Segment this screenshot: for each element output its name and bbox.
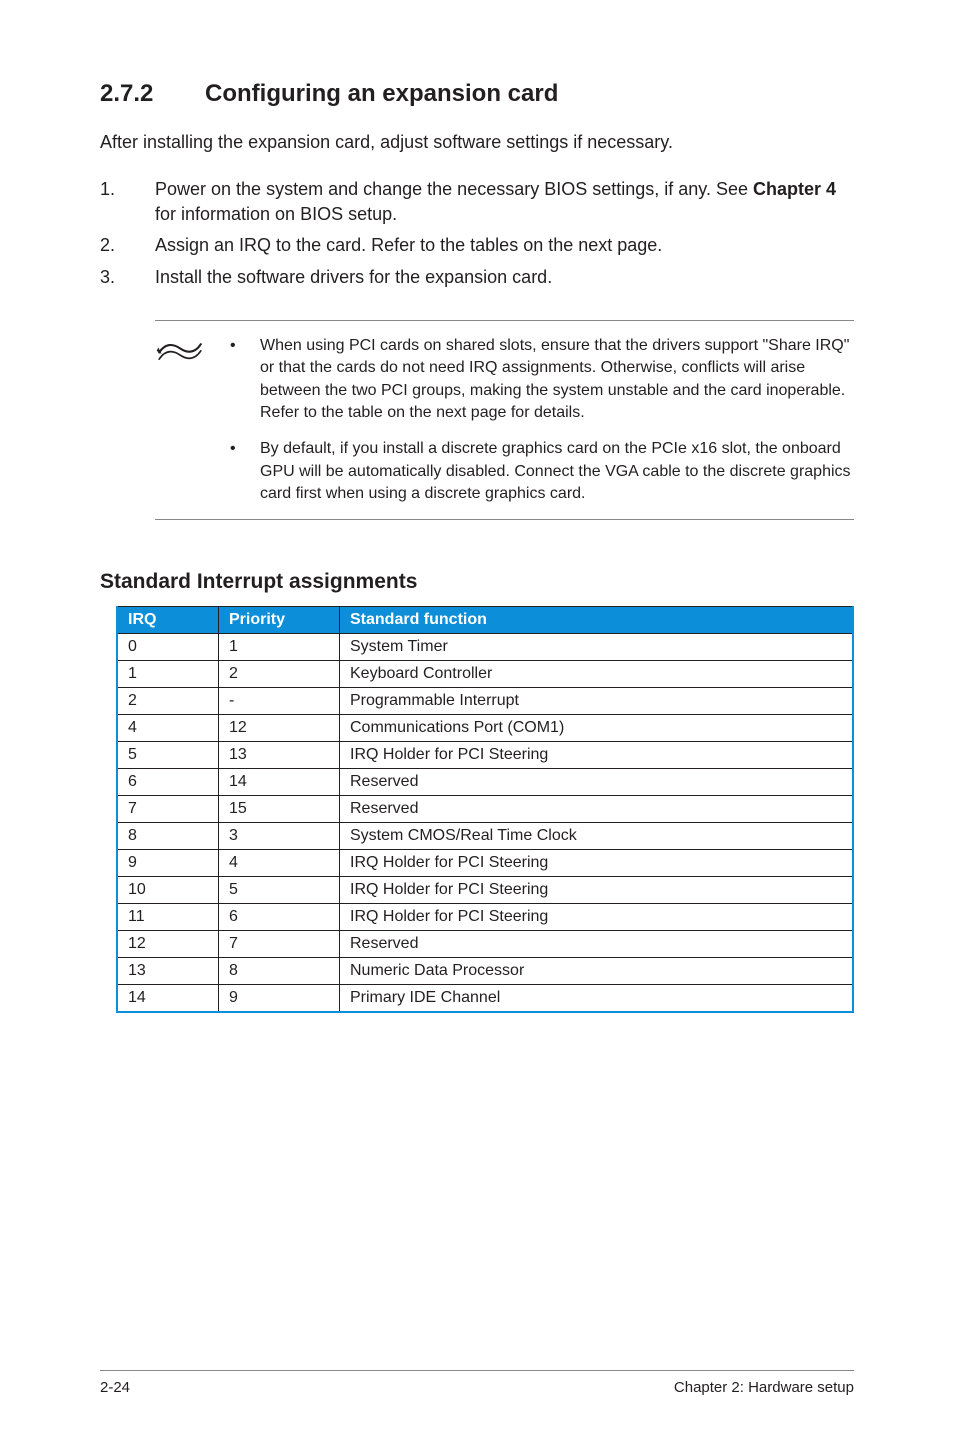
table-cell: 6	[117, 769, 219, 796]
bullet-icon: •	[230, 438, 260, 505]
step-number: 1.	[100, 177, 155, 227]
table-header-cell: Standard function	[340, 607, 854, 634]
table-cell: IRQ Holder for PCI Steering	[340, 877, 854, 904]
table-row: 83System CMOS/Real Time Clock	[117, 823, 853, 850]
table-cell: Reserved	[340, 931, 854, 958]
table-row: 412Communications Port (COM1)	[117, 715, 853, 742]
table-cell: 9	[219, 985, 340, 1013]
table-cell: 14	[219, 769, 340, 796]
table-row: 513IRQ Holder for PCI Steering	[117, 742, 853, 769]
table-cell: 7	[219, 931, 340, 958]
table-cell: Reserved	[340, 769, 854, 796]
step-text: Power on the system and change the neces…	[155, 177, 854, 227]
step-number: 2.	[100, 233, 155, 258]
table-row: 149Primary IDE Channel	[117, 985, 853, 1013]
table-header-cell: Priority	[219, 607, 340, 634]
table-cell: 12	[219, 715, 340, 742]
step-number: 3.	[100, 265, 155, 290]
section-title: Configuring an expansion card	[205, 80, 558, 108]
table-row: 94IRQ Holder for PCI Steering	[117, 850, 853, 877]
table-cell: 1	[219, 634, 340, 661]
table-body: 01System Timer12Keyboard Controller2-Pro…	[117, 634, 853, 1013]
table-row: 614Reserved	[117, 769, 853, 796]
table-cell: 14	[117, 985, 219, 1013]
table-cell: Reserved	[340, 796, 854, 823]
table-row: 01System Timer	[117, 634, 853, 661]
note-item: • When using PCI cards on shared slots, …	[230, 335, 854, 425]
table-cell: 6	[219, 904, 340, 931]
table-cell: 0	[117, 634, 219, 661]
table-cell: 11	[117, 904, 219, 931]
table-cell: IRQ Holder for PCI Steering	[340, 742, 854, 769]
note-text: When using PCI cards on shared slots, en…	[260, 335, 854, 425]
table-row: 2-Programmable Interrupt	[117, 688, 853, 715]
table-header-cell: IRQ	[117, 607, 219, 634]
table-row: 116IRQ Holder for PCI Steering	[117, 904, 853, 931]
table-row: 12Keyboard Controller	[117, 661, 853, 688]
table-cell: Keyboard Controller	[340, 661, 854, 688]
table-cell: 5	[117, 742, 219, 769]
bullet-icon: •	[230, 335, 260, 425]
table-cell: 12	[117, 931, 219, 958]
table-cell: 5	[219, 877, 340, 904]
table-cell: IRQ Holder for PCI Steering	[340, 850, 854, 877]
page-footer: 2-24 Chapter 2: Hardware setup	[100, 1370, 854, 1396]
table-cell: System Timer	[340, 634, 854, 661]
note-box: • When using PCI cards on shared slots, …	[155, 320, 854, 521]
table-heading: Standard Interrupt assignments	[100, 570, 854, 594]
table-row: 127Reserved	[117, 931, 853, 958]
table-cell: -	[219, 688, 340, 715]
intro-paragraph: After installing the expansion card, adj…	[100, 132, 854, 153]
step-text: Install the software drivers for the exp…	[155, 265, 552, 290]
table-cell: 2	[117, 688, 219, 715]
footer-page-number: 2-24	[100, 1379, 130, 1396]
steps-list: 1. Power on the system and change the ne…	[100, 177, 854, 290]
step-item: 1. Power on the system and change the ne…	[100, 177, 854, 227]
table-cell: 4	[117, 715, 219, 742]
table-cell: 3	[219, 823, 340, 850]
table-cell: Primary IDE Channel	[340, 985, 854, 1013]
note-list: • When using PCI cards on shared slots, …	[230, 335, 854, 506]
table-row: 715Reserved	[117, 796, 853, 823]
table-row: 138Numeric Data Processor	[117, 958, 853, 985]
table-cell: Programmable Interrupt	[340, 688, 854, 715]
section-heading: 2.7.2 Configuring an expansion card	[100, 80, 854, 108]
irq-table: IRQ Priority Standard function 01System …	[116, 606, 854, 1013]
table-row: 105IRQ Holder for PCI Steering	[117, 877, 853, 904]
table-cell: IRQ Holder for PCI Steering	[340, 904, 854, 931]
table-cell: 13	[117, 958, 219, 985]
step-text: Assign an IRQ to the card. Refer to the …	[155, 233, 662, 258]
table-cell: 15	[219, 796, 340, 823]
note-icon	[155, 335, 230, 506]
page-container: 2.7.2 Configuring an expansion card Afte…	[0, 0, 954, 1438]
table-cell: 8	[117, 823, 219, 850]
table-cell: 1	[117, 661, 219, 688]
table-cell: System CMOS/Real Time Clock	[340, 823, 854, 850]
footer-chapter: Chapter 2: Hardware setup	[674, 1379, 854, 1396]
table-header-row: IRQ Priority Standard function	[117, 607, 853, 634]
table-cell: Communications Port (COM1)	[340, 715, 854, 742]
step-item: 2. Assign an IRQ to the card. Refer to t…	[100, 233, 854, 258]
table-cell: 13	[219, 742, 340, 769]
step-item: 3. Install the software drivers for the …	[100, 265, 854, 290]
table-cell: Numeric Data Processor	[340, 958, 854, 985]
note-text: By default, if you install a discrete gr…	[260, 438, 854, 505]
table-cell: 2	[219, 661, 340, 688]
table-cell: 4	[219, 850, 340, 877]
note-item: • By default, if you install a discrete …	[230, 438, 854, 505]
table-cell: 7	[117, 796, 219, 823]
section-number: 2.7.2	[100, 80, 205, 108]
table-cell: 10	[117, 877, 219, 904]
table-cell: 8	[219, 958, 340, 985]
table-cell: 9	[117, 850, 219, 877]
